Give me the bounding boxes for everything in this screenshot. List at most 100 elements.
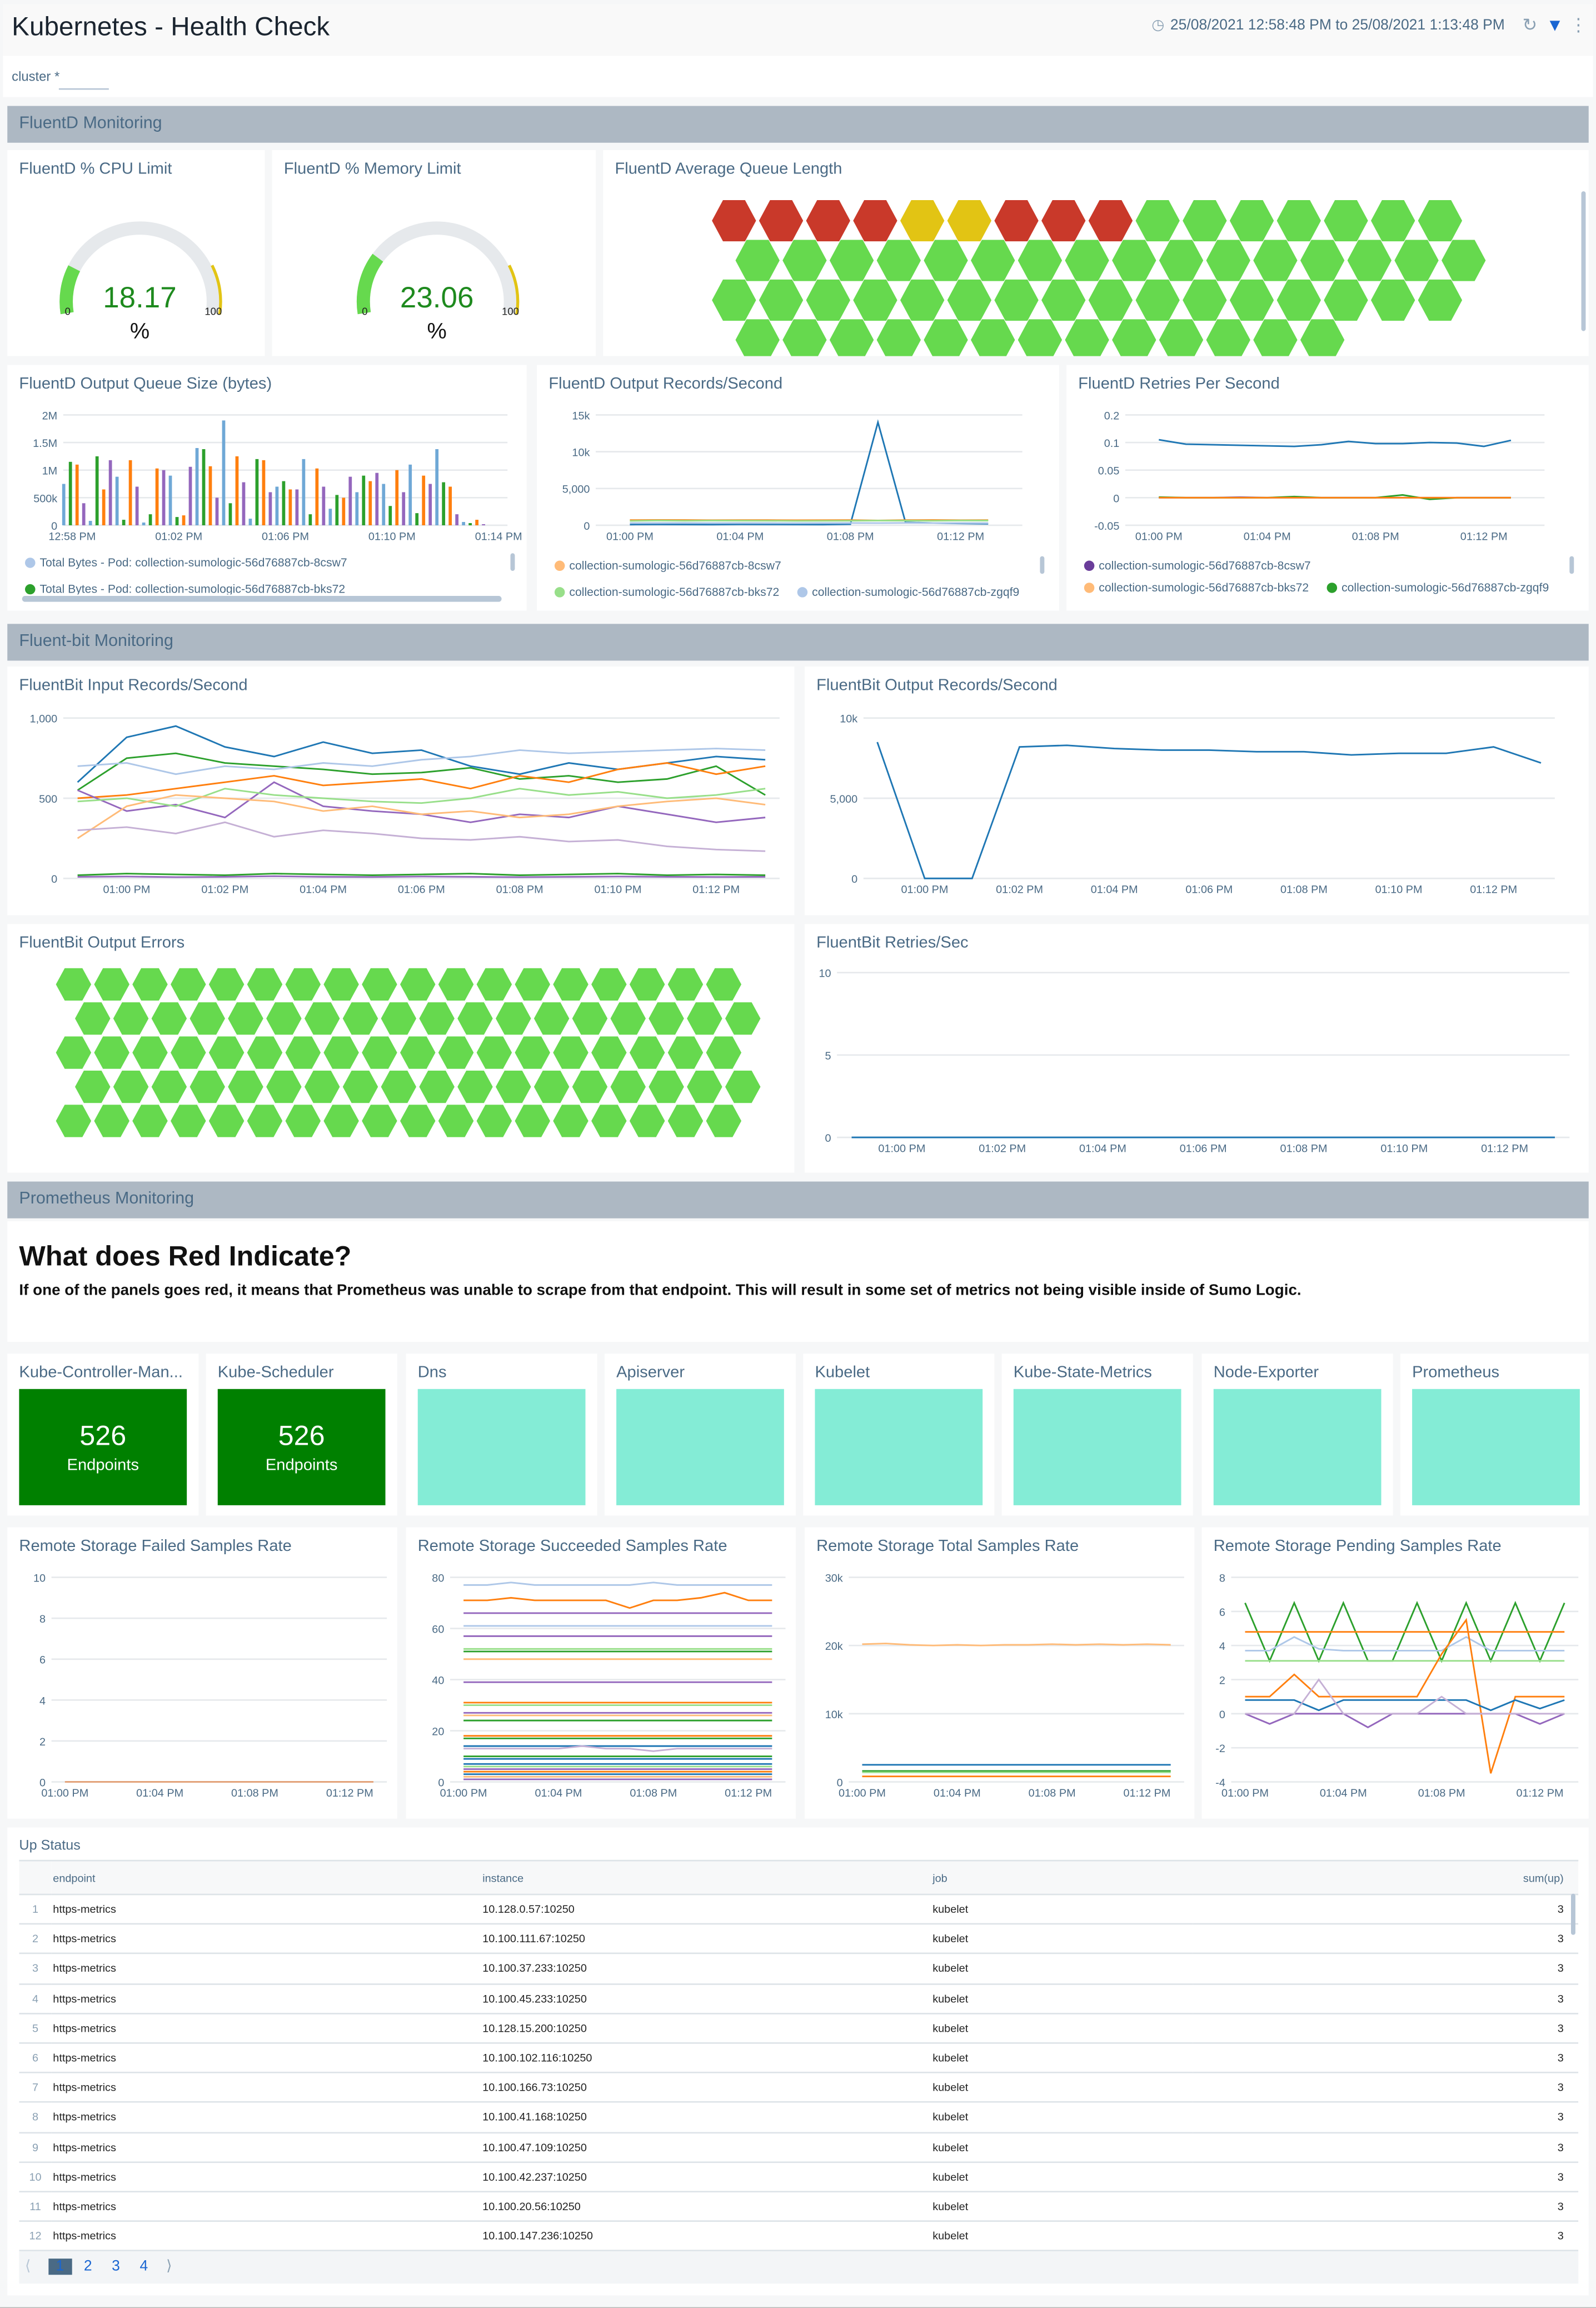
tile-status-box[interactable] (417, 1389, 586, 1505)
chart-outrec: 0 5,000 10k 15k 01:00 PM 01:04 PM 01:08 PM 01:1… (562, 410, 1023, 543)
refresh-icon[interactable]: ↻ (1522, 14, 1538, 36)
table-row[interactable]: 8 https-metrics 10.100.41.168:10250 kubelet… (19, 2102, 1579, 2133)
status-tile[interactable]: Kubelet (803, 1354, 995, 1516)
section-fluentd[interactable]: FluentD Monitoring (7, 106, 1589, 143)
honeycomb-cell-green (782, 240, 827, 281)
section-fluentbit[interactable]: Fluent-bit Monitoring (7, 624, 1589, 661)
status-tile[interactable]: Kube-Controller-Man... 526 Endpoints (7, 1354, 199, 1516)
status-tile[interactable]: Node-Exporter (1201, 1354, 1393, 1516)
honeycomb-cell-green (1371, 279, 1415, 321)
page-link-4[interactable]: 4 (139, 2259, 148, 2275)
legend-scrollbar[interactable] (510, 553, 515, 571)
legend-item[interactable]: Total Bytes - Pod: collection-sumologic-… (24, 583, 345, 595)
x-tick-label: 01:04 PM (1091, 884, 1138, 896)
legend-item[interactable]: collection-sumologic-56d76887cb-8csw7 (554, 559, 781, 573)
legend-scrollbar[interactable] (1040, 556, 1045, 574)
honeycomb-cell-green (323, 1036, 359, 1069)
table-row[interactable]: 5 https-metrics 10.128.15.200:10250 kubelet… (19, 2013, 1579, 2044)
status-tile[interactable]: Kube-Scheduler 526 Endpoints (206, 1354, 397, 1516)
tile-status-box[interactable]: 526 Endpoints (19, 1389, 187, 1505)
gauge-value-arc (356, 253, 383, 315)
legend-scrollbar[interactable] (1569, 556, 1574, 574)
column-header-instance[interactable]: instance (481, 1861, 931, 1896)
gauge-max-label: 100 (502, 305, 519, 317)
chart-queue: 0 500k 1M 1.5M 2M 12:58 PM 01:02 PM 01:06 PM 01:… (33, 410, 522, 543)
legend-item[interactable]: collection-sumologic-56d76887cb-bks72 (554, 585, 780, 599)
legend-item[interactable]: collection-sumologic-56d76887cb-8csw7 (1084, 559, 1311, 573)
sum-up-cell: 3 (1193, 2161, 1579, 2192)
bar (395, 470, 399, 525)
honeycomb-cell-green (457, 1070, 493, 1103)
cluster-filter-input[interactable] (58, 88, 109, 90)
status-tile[interactable]: Apiserver (604, 1354, 796, 1516)
tile-status-box[interactable] (815, 1389, 983, 1505)
endpoint-cell: https-metrics (51, 2161, 481, 2192)
table-row[interactable]: 11 https-metrics 10.100.20.56:10250 kubelet… (19, 2191, 1579, 2222)
time-range-picker[interactable]: ◷ 25/08/2021 12:58:48 PM to 25/08/2021 1… (1151, 18, 1505, 34)
honeycomb-cell-green (94, 1105, 129, 1137)
honeycomb-cell-green (1442, 240, 1486, 281)
table-row[interactable]: 3 https-metrics 10.100.37.233:10250 kubelet… (19, 1953, 1579, 1984)
legend-scrollbar-horizontal[interactable] (22, 596, 502, 602)
page-link-1[interactable]: 1 (48, 2259, 72, 2275)
filter-icon[interactable]: ▼ (1546, 14, 1564, 36)
status-tile[interactable]: Prometheus (1400, 1354, 1589, 1516)
section-prometheus[interactable]: Prometheus Monitoring (7, 1181, 1589, 1218)
bar (122, 520, 126, 525)
legend-label: collection-sumologic-56d76887cb-bks72 (1099, 581, 1309, 595)
more-icon[interactable]: ⋮ (1569, 14, 1588, 36)
column-header-endpoint[interactable]: endpoint (51, 1861, 481, 1896)
scrollbar[interactable] (1581, 191, 1586, 331)
page-link-2[interactable]: 2 (83, 2259, 92, 2275)
tile-status-box[interactable] (616, 1389, 784, 1505)
honeycomb-cell-green (362, 1105, 397, 1137)
legend-item[interactable]: Total Bytes - Pod: collection-sumologic-… (24, 556, 347, 569)
legend-item[interactable]: collection-sumologic-56d76887cb-zgqf9 (1326, 581, 1549, 594)
tile-status-box[interactable] (1013, 1389, 1181, 1505)
column-header-sum-up[interactable]: sum(up) (1193, 1861, 1579, 1896)
cluster-filter-value[interactable]: * (54, 69, 60, 84)
table-row[interactable]: 12 https-metrics 10.100.147.236:10250 kubel… (19, 2221, 1579, 2252)
legend-label: collection-sumologic-56d76887cb-bks72 (569, 585, 780, 599)
bar (68, 461, 72, 525)
page-link-3[interactable]: 3 (112, 2259, 120, 2275)
cluster-filter[interactable]: cluster * (12, 69, 59, 83)
honeycomb-cell-green (189, 1070, 225, 1103)
legend-item[interactable]: collection-sumologic-56d76887cb-bks72 (1084, 581, 1309, 595)
table-row[interactable]: 2 https-metrics 10.100.111.67:10250 kubelet… (19, 1924, 1579, 1955)
next-page-icon[interactable]: ⟩ (166, 2259, 172, 2275)
table-row[interactable]: 4 https-metrics 10.100.45.233:10250 kubelet… (19, 1983, 1579, 2014)
column-header-job[interactable]: job (931, 1861, 1193, 1896)
job-cell: kubelet (931, 1983, 1193, 2014)
y-tick-label: 10 (33, 1573, 46, 1585)
table-row[interactable]: 9 https-metrics 10.100.47.109:10250 kubelet… (19, 2132, 1579, 2163)
prev-page-icon[interactable]: ⟨ (24, 2259, 31, 2275)
status-tile[interactable]: Dns (406, 1354, 597, 1516)
honeycomb (56, 968, 761, 1137)
instance-cell: 10.100.20.56:10250 (481, 2191, 931, 2222)
honeycomb-cell-green (151, 1070, 187, 1103)
panel-title: FluentD % CPU Limit (19, 160, 172, 178)
honeycomb-cell-green (735, 319, 780, 356)
tile-status-box[interactable] (1412, 1389, 1580, 1505)
table-row[interactable]: 6 https-metrics 10.100.102.116:10250 kubele… (19, 2043, 1579, 2073)
table-row[interactable]: 10 https-metrics 10.100.42.237:10250 kubele… (19, 2161, 1579, 2192)
tile-value: 526 (79, 1421, 127, 1453)
table-row[interactable]: 1 https-metrics 10.128.0.57:10250 kubelet 3 (19, 1894, 1579, 1925)
status-tile[interactable]: Kube-State-Metrics (1001, 1354, 1193, 1516)
honeycomb-cell-green (1183, 279, 1227, 321)
legend-item[interactable]: collection-sumologic-56d76887cb-zgqf9 (797, 586, 1019, 599)
panel-title: FluentBit Input Records/Second (19, 677, 248, 695)
tile-status-box[interactable]: 526 Endpoints (217, 1389, 386, 1505)
row-index: 11 (19, 2191, 52, 2222)
bar (62, 484, 66, 525)
honeycomb-cell-green (1347, 240, 1392, 281)
y-tick-label: 10k (840, 713, 857, 725)
table-row[interactable]: 7 https-metrics 10.100.166.73:10250 kubelet… (19, 2072, 1579, 2103)
x-tick-label: 01:08 PM (827, 530, 874, 543)
honeycomb-cell-green (1418, 279, 1463, 321)
tile-status-box[interactable] (1213, 1389, 1381, 1505)
table-scrollbar[interactable] (1570, 1893, 1575, 1935)
x-tick-label: 01:14 PM (475, 530, 522, 543)
bar (402, 492, 406, 525)
